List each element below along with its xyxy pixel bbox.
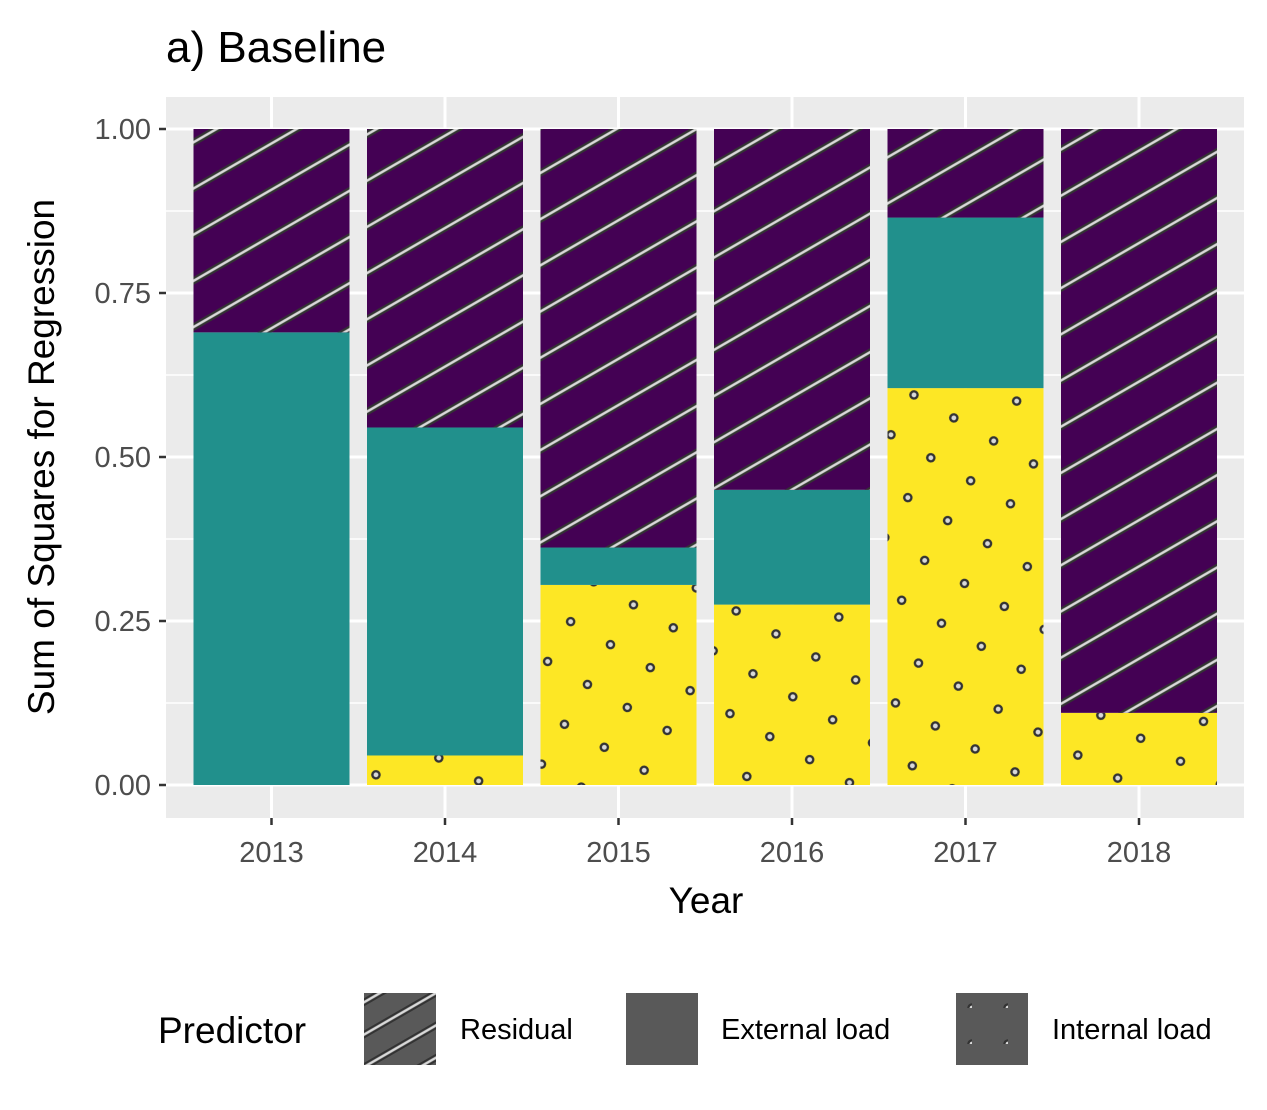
bar-pattern-residual: [193, 129, 350, 333]
y-tick-label: 0.25: [95, 606, 151, 638]
legend-label: Internal load: [1052, 1014, 1212, 1046]
x-tick-label: 2017: [933, 837, 998, 869]
bar-segment-external-load: [193, 332, 350, 785]
bar-pattern-residual: [887, 129, 1044, 218]
y-tick-label: 0.50: [95, 442, 151, 474]
bar-pattern-residual: [367, 129, 523, 428]
y-axis-ticks: 0.00 0.25 0.50 0.75 1.00: [95, 114, 166, 802]
bar-pattern-internal-load: [540, 584, 697, 785]
legend-key-pattern: [956, 993, 1028, 1065]
legend: Predictor Residual External load Internal …: [158, 993, 1212, 1065]
legend-label: External load: [721, 1014, 890, 1046]
legend-item-external-load: External load: [626, 993, 890, 1065]
bars-group: [193, 129, 1217, 785]
bar-pattern-residual: [540, 129, 697, 548]
x-tick-label: 2014: [413, 837, 478, 869]
x-axis-title: Year: [669, 880, 744, 921]
bar-segment-external-load: [887, 217, 1044, 389]
legend-key-external-load: [626, 993, 698, 1065]
legend-title: Predictor: [158, 1010, 306, 1051]
chart-title: a) Baseline: [166, 23, 386, 72]
y-axis-title: Sum of Squares for Regression: [21, 199, 62, 715]
bar-pattern-internal-load: [887, 388, 1044, 785]
bar-segment-external-load: [367, 427, 523, 756]
x-tick-label: 2013: [239, 837, 304, 869]
bar-pattern-residual: [714, 129, 870, 490]
legend-label: Residual: [460, 1014, 573, 1046]
bar-segment-external-load: [540, 547, 697, 585]
bar-segment-external-load: [714, 489, 870, 605]
x-tick-label: 2015: [586, 837, 651, 869]
x-axis-ticks: 2013 2014 2015 2016 2017 2018: [239, 818, 1171, 869]
legend-key-pattern: [364, 993, 436, 1065]
y-tick-label: 1.00: [95, 114, 151, 146]
x-tick-label: 2016: [760, 837, 825, 869]
legend-item-internal-load: Internal load: [956, 993, 1212, 1065]
bar-pattern-internal-load: [367, 755, 523, 785]
y-tick-label: 0.00: [95, 770, 151, 802]
bar-pattern-residual: [1061, 129, 1217, 713]
x-tick-label: 2018: [1107, 837, 1172, 869]
bar-pattern-internal-load: [714, 604, 870, 785]
bar-pattern-internal-load: [1061, 712, 1217, 785]
y-tick-label: 0.75: [95, 278, 151, 310]
legend-item-residual: Residual: [364, 993, 573, 1065]
